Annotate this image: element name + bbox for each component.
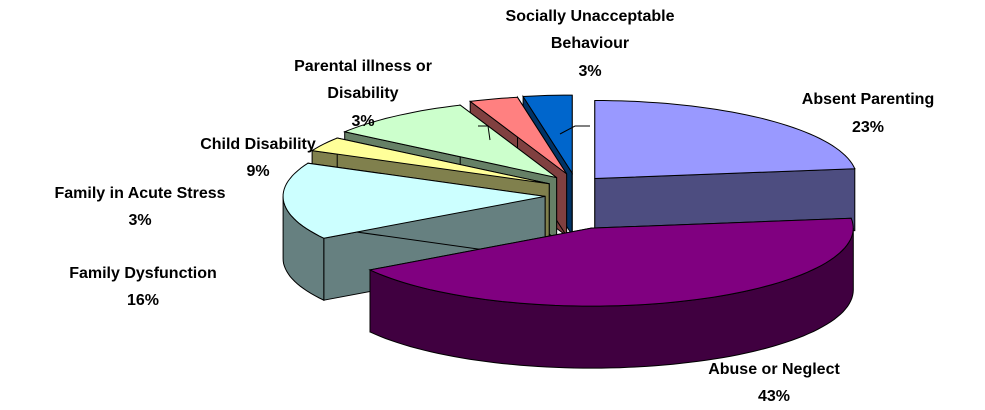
percent-label: 3% [351, 113, 375, 130]
slice-label: Absent Parenting [801, 91, 935, 108]
slice-label: Family in Acute Stress [54, 185, 226, 202]
slice-label: Family Dysfunction [69, 265, 217, 282]
percent-label: 3% [128, 212, 152, 229]
slice-top [343, 104, 557, 179]
slice-top [522, 94, 573, 175]
slice-label: Socially Unacceptable Behaviour [505, 8, 675, 52]
slice-label: Parental illness or Disability [294, 58, 432, 102]
percent-label: 16% [126, 292, 160, 309]
percent-label: 9% [246, 163, 270, 180]
slice [368, 217, 854, 369]
percent-label: 43% [757, 388, 791, 405]
slice-top [594, 100, 856, 180]
percent-label: 3% [578, 63, 602, 80]
slice-top [282, 162, 546, 239]
leader-line [478, 125, 491, 141]
slice-top [368, 217, 854, 307]
percent-label: 23% [851, 119, 885, 136]
slice-top [310, 137, 550, 185]
slice-label: Abuse or Neglect [708, 361, 840, 378]
slice-label: Child Disability [200, 136, 316, 153]
slice-top [468, 96, 568, 175]
leader-line [559, 125, 590, 135]
